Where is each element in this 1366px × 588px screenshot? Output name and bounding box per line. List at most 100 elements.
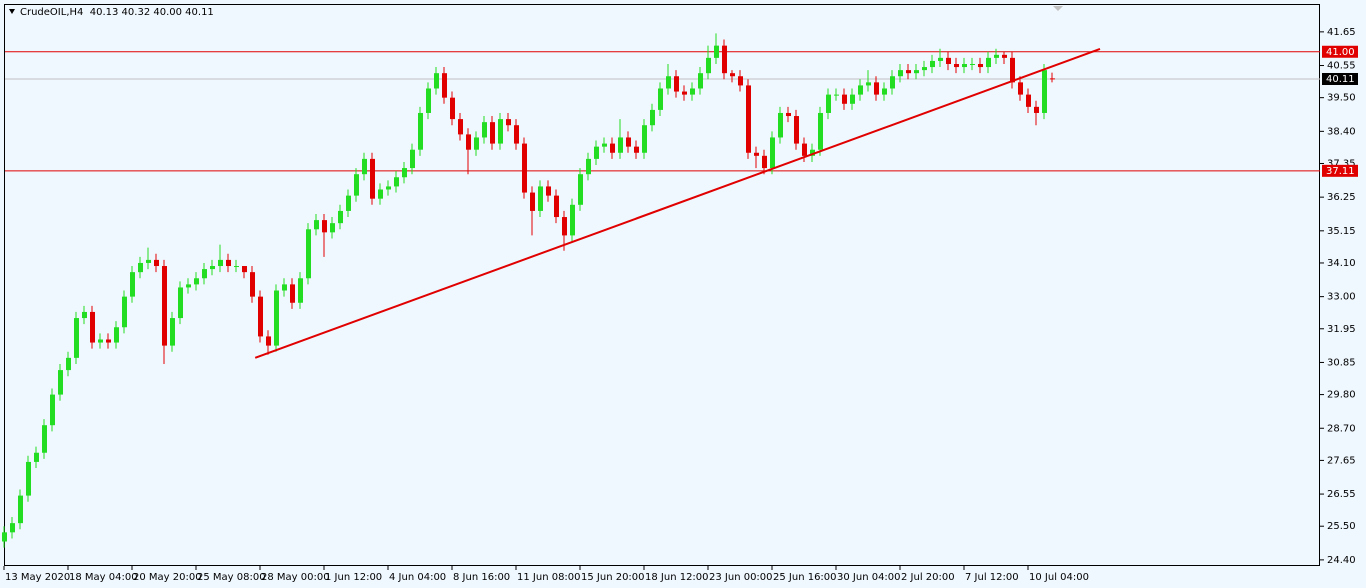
candle-body: [258, 296, 263, 337]
candle-body: [906, 70, 911, 74]
candle-body: [242, 266, 247, 273]
level-label: 37.11: [1326, 166, 1355, 177]
candle-body: [26, 461, 31, 496]
candle-body: [802, 143, 807, 156]
x-tick-label: 8 Jun 16:00: [453, 572, 510, 583]
candle-body: [194, 278, 199, 285]
candle-body: [474, 137, 479, 150]
candle-body: [1034, 106, 1039, 113]
candle-body: [650, 109, 655, 126]
y-tick-label: 29.80: [1327, 390, 1356, 401]
candle-body: [770, 137, 775, 169]
candle-body: [354, 174, 359, 196]
candle-body: [434, 73, 439, 89]
candle-body: [946, 57, 951, 64]
candle-body: [186, 284, 191, 288]
candle-body: [866, 82, 871, 86]
candle-body: [874, 82, 879, 95]
candle-body: [202, 269, 207, 279]
y-tick-label: 33.00: [1327, 292, 1356, 303]
candle-body: [834, 94, 839, 96]
trend-line: [254, 48, 1101, 359]
y-tick-label: 35.15: [1327, 226, 1356, 237]
candle-body: [314, 220, 319, 230]
candle-body: [938, 57, 943, 61]
candle-body: [426, 88, 431, 113]
candle-body: [746, 85, 751, 153]
candle-body: [1026, 94, 1031, 107]
candle-body: [1010, 57, 1015, 83]
candle-body: [922, 67, 927, 71]
candle-body: [1018, 82, 1023, 95]
candle-body: [738, 76, 743, 86]
candle-body: [594, 146, 599, 159]
y-tick-label: 27.65: [1327, 455, 1356, 466]
candle-body: [410, 149, 415, 169]
y-tick-label: 41.65: [1327, 27, 1356, 38]
candle-body: [882, 88, 887, 95]
level-label-box: [1322, 45, 1358, 58]
candle-body: [554, 195, 559, 218]
candle-body: [66, 357, 71, 371]
candle-body: [522, 143, 527, 193]
candle-body: [898, 70, 903, 77]
candle-body: [546, 186, 551, 196]
candle-body: [386, 186, 391, 190]
candle-body: [122, 296, 127, 328]
x-tick-label: 13 May 2020: [5, 572, 70, 583]
candle-body: [170, 318, 175, 346]
candle-body: [826, 94, 831, 113]
candle-body: [578, 174, 583, 205]
y-tick-label: 39.50: [1327, 93, 1356, 104]
candle-body: [226, 259, 231, 267]
candle-body: [810, 149, 815, 156]
x-tick-label: 25 Jun 16:00: [773, 572, 837, 583]
candle-body: [162, 266, 167, 346]
candle-body: [90, 311, 95, 343]
candle-body: [82, 311, 87, 319]
x-tick-label: 28 May 00:00: [261, 572, 330, 583]
candle-body: [666, 76, 671, 89]
candle-body: [34, 452, 39, 462]
candle-body: [858, 85, 863, 95]
candle-body: [370, 158, 375, 199]
y-tick-label: 37.35: [1327, 158, 1356, 169]
candle-body: [442, 73, 447, 98]
x-tick-label: 18 Jun 12:00: [645, 572, 709, 583]
y-tick-label: 40.55: [1327, 61, 1356, 72]
candle-body: [786, 112, 791, 117]
candle-body: [714, 45, 719, 58]
candle-body: [330, 223, 335, 233]
candle-body: [450, 97, 455, 120]
x-tick-label: 7 Jul 12:00: [965, 572, 1019, 583]
candle-body: [106, 339, 111, 343]
candle-body: [498, 119, 503, 144]
candle-body: [338, 210, 343, 224]
x-tick-label: 25 May 08:00: [197, 572, 266, 583]
candle-body: [466, 134, 471, 150]
candle-body: [18, 495, 23, 524]
x-tick-label: 10 Jul 04:00: [1029, 572, 1089, 583]
candle-body: [266, 336, 271, 346]
chart-title: CrudeOIL,H4 40.13 40.32 40.00 40.11: [20, 7, 214, 18]
x-tick-label: 1 Jun 12:00: [325, 572, 382, 583]
candle-body: [914, 70, 919, 74]
candle-body: [962, 63, 967, 68]
y-tick-label: 26.55: [1327, 489, 1356, 500]
candle-body: [250, 272, 255, 297]
candle-body: [178, 287, 183, 319]
candle-body: [346, 195, 351, 211]
candle-body: [50, 394, 55, 426]
y-tick-label: 24.40: [1327, 555, 1356, 566]
candle-body: [722, 45, 727, 74]
x-tick-label: 18 May 04:00: [69, 572, 138, 583]
candle-body: [674, 76, 679, 92]
candle-body: [74, 318, 79, 358]
candle-body: [690, 88, 695, 95]
x-tick-label: 2 Jul 20:00: [901, 572, 955, 583]
candle-body: [706, 57, 711, 74]
candle-body: [986, 57, 991, 68]
